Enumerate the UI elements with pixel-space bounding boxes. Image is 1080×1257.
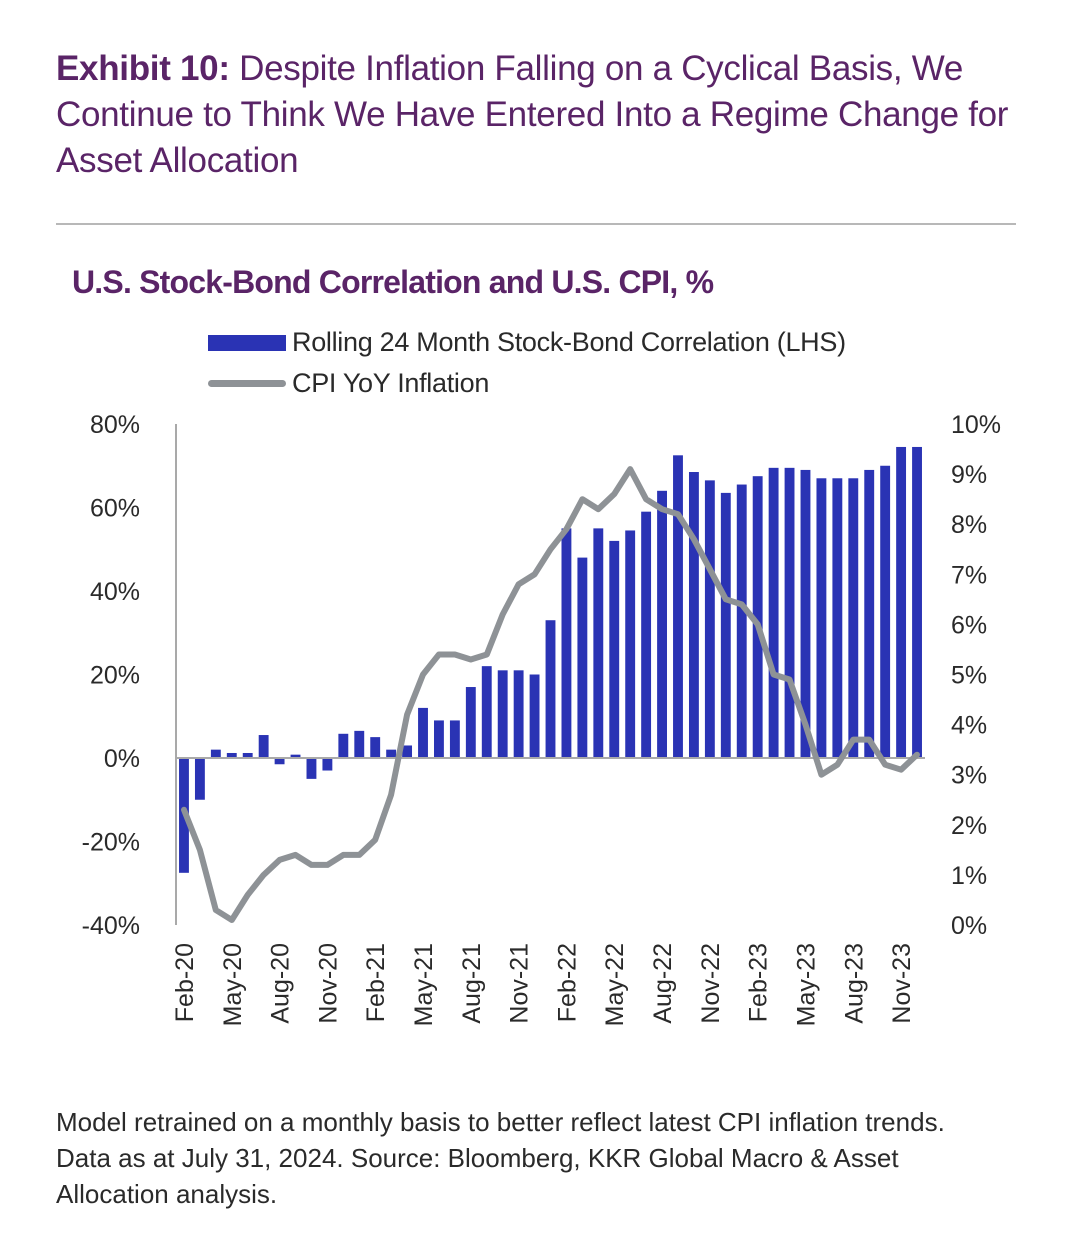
exhibit-headline: Despite Inflation Falling on a Cyclical … bbox=[56, 49, 1009, 180]
chart-plot: 80% 60% 40% 20% 0% -20% -40% 10% 9% 8% 7% 6% 5% 4% 3% 2… bbox=[82, 411, 1001, 1026]
bar-correlation bbox=[465, 687, 476, 758]
y-tick-right: 4% bbox=[951, 712, 987, 740]
bar-correlation bbox=[609, 540, 620, 758]
bar-correlation bbox=[800, 469, 811, 758]
y-tick-left: -20% bbox=[82, 829, 140, 857]
legend-label-correlation: Rolling 24 Month Stock-Bond Correlation … bbox=[292, 327, 846, 357]
x-tick-label: May-23 bbox=[792, 943, 820, 1026]
legend-swatch-bar bbox=[208, 334, 286, 351]
bar-correlation bbox=[912, 446, 922, 758]
series-line-cpi bbox=[181, 466, 920, 923]
x-tick-label: May-20 bbox=[219, 943, 247, 1026]
bar-correlation bbox=[497, 670, 508, 758]
bar-correlation bbox=[529, 674, 540, 758]
bar-correlation bbox=[274, 758, 285, 765]
bar-correlation bbox=[545, 620, 556, 758]
x-tick-label: May-21 bbox=[410, 943, 438, 1026]
bar-correlation bbox=[290, 754, 301, 758]
bar-correlation bbox=[561, 528, 572, 758]
x-tick-label: Nov-20 bbox=[314, 943, 342, 1024]
y-tick-right: 8% bbox=[951, 511, 987, 539]
bar-correlation bbox=[641, 511, 652, 758]
bar-correlation bbox=[258, 735, 269, 758]
bar-correlation bbox=[736, 484, 747, 758]
y-tick-left: 0% bbox=[104, 745, 140, 773]
bar-correlation bbox=[768, 467, 779, 758]
bar-correlation bbox=[625, 530, 636, 758]
y-tick-right: 3% bbox=[951, 762, 987, 790]
bar-correlation bbox=[449, 720, 460, 758]
footnote: Model retrained on a monthly basis to be… bbox=[56, 1107, 945, 1209]
y-tick-right: 2% bbox=[951, 812, 987, 840]
y-tick-right: 0% bbox=[951, 912, 987, 940]
bar-correlation bbox=[657, 490, 667, 758]
bar-correlation bbox=[720, 492, 731, 758]
y-tick-right: 1% bbox=[951, 862, 987, 890]
x-tick-label: Aug-20 bbox=[267, 943, 295, 1024]
legend-item-cpi: CPI YoY Inflation bbox=[208, 363, 846, 404]
y-tick-right: 9% bbox=[951, 461, 987, 489]
y-tick-left: 40% bbox=[90, 578, 140, 606]
legend-swatch-line bbox=[208, 380, 286, 387]
bar-correlation bbox=[370, 737, 381, 758]
y-tick-right: 10% bbox=[951, 411, 1001, 439]
y-tick-left: 20% bbox=[90, 662, 140, 690]
bar-correlation bbox=[577, 557, 588, 758]
bar-correlation bbox=[673, 455, 683, 758]
exhibit-title: Exhibit 10: Despite Inflation Falling on… bbox=[56, 46, 1016, 184]
x-tick-label: Nov-21 bbox=[506, 943, 534, 1024]
bar-correlation bbox=[880, 465, 891, 758]
x-tick-label: Nov-22 bbox=[697, 943, 725, 1024]
bar-correlation bbox=[226, 752, 237, 758]
y-tick-right: 6% bbox=[951, 611, 987, 639]
x-tick-label: Feb-22 bbox=[553, 943, 581, 1022]
x-tick-label: May-22 bbox=[601, 943, 629, 1026]
bar-correlation bbox=[434, 720, 444, 758]
bar-correlation bbox=[704, 480, 715, 758]
bar-correlation bbox=[338, 733, 349, 758]
x-tick-label: Nov-23 bbox=[888, 943, 916, 1024]
bar-correlation bbox=[306, 758, 317, 779]
y-tick-right: 7% bbox=[951, 561, 987, 589]
x-tick-label: Feb-23 bbox=[745, 943, 773, 1022]
bar-correlation bbox=[354, 730, 365, 758]
bar-correlation bbox=[418, 707, 428, 758]
bar-correlation bbox=[481, 666, 492, 758]
x-tick-label: Feb-20 bbox=[171, 943, 199, 1022]
bar-correlation bbox=[386, 749, 397, 758]
y-tick-left: -40% bbox=[82, 912, 140, 940]
bar-correlation bbox=[242, 752, 253, 758]
legend-item-correlation: Rolling 24 Month Stock-Bond Correlation … bbox=[208, 322, 846, 363]
bar-correlation bbox=[816, 478, 827, 758]
x-tick-label: Aug-23 bbox=[840, 943, 868, 1024]
bar-correlation bbox=[896, 446, 907, 758]
x-tick-label: Feb-21 bbox=[362, 943, 390, 1022]
bar-correlation bbox=[593, 528, 604, 758]
legend: Rolling 24 Month Stock-Bond Correlation … bbox=[208, 322, 846, 404]
bar-correlation bbox=[864, 469, 875, 758]
legend-label-cpi: CPI YoY Inflation bbox=[292, 368, 490, 398]
chart-title: U.S. Stock-Bond Correlation and U.S. CPI… bbox=[72, 264, 714, 300]
bar-correlation bbox=[752, 476, 763, 758]
divider bbox=[56, 223, 1016, 225]
x-tick-label: Aug-21 bbox=[458, 943, 486, 1024]
bar-correlation bbox=[513, 670, 524, 758]
bar-correlation bbox=[688, 472, 699, 758]
bar-correlation bbox=[322, 758, 333, 771]
exhibit-label: Exhibit 10: bbox=[56, 49, 230, 88]
bar-correlation bbox=[832, 478, 843, 758]
y-tick-right: 5% bbox=[951, 662, 987, 690]
bar-correlation bbox=[402, 745, 413, 758]
bar-correlation bbox=[194, 758, 205, 800]
y-tick-left: 80% bbox=[90, 411, 140, 439]
bar-correlation bbox=[784, 467, 795, 758]
x-tick-label: Aug-22 bbox=[649, 943, 677, 1024]
y-tick-left: 60% bbox=[90, 495, 140, 523]
bar-correlation bbox=[210, 749, 221, 758]
bar-correlation bbox=[848, 478, 859, 758]
